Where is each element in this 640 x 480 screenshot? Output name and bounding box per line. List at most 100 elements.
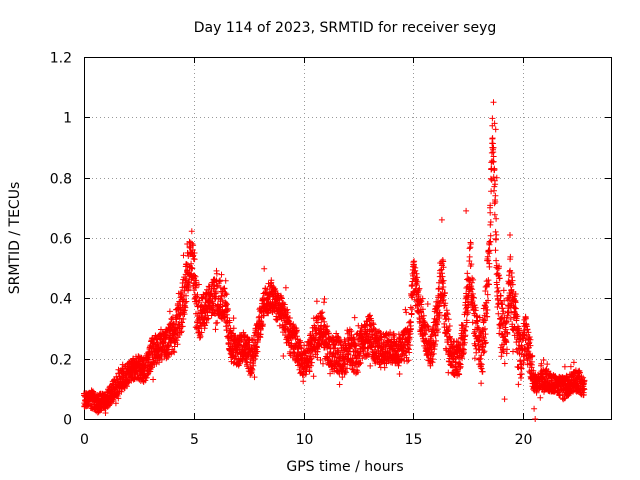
data-point [459, 355, 466, 362]
data-point [507, 253, 514, 260]
data-point [130, 376, 137, 383]
data-point [430, 350, 437, 357]
data-point [490, 158, 497, 165]
data-point [441, 289, 448, 296]
data-point [475, 346, 482, 353]
data-point [487, 238, 494, 245]
data-point [487, 209, 494, 216]
data-point [492, 181, 499, 188]
data-point [486, 281, 492, 288]
axis-ticks: 0 5 10 15 20 0 0.2 0.4 0.6 0.8 1 1.2 [50, 51, 611, 448]
data-point [178, 328, 185, 335]
data-point [287, 348, 294, 355]
data-point [512, 299, 519, 306]
data-point [350, 334, 357, 341]
data-point [500, 287, 507, 294]
y-tick-label: 0.4 [50, 292, 72, 308]
data-point [478, 365, 485, 372]
data-point [492, 198, 499, 205]
data-point [429, 356, 436, 363]
data-point [522, 337, 529, 344]
data-point [118, 388, 125, 395]
data-point [480, 349, 487, 356]
data-point [213, 270, 220, 277]
data-point [230, 315, 237, 322]
data-point [408, 311, 415, 318]
data-point [478, 380, 485, 387]
data-point [466, 253, 473, 260]
data-point [570, 359, 577, 366]
data-point [324, 323, 331, 330]
data-point [529, 352, 536, 359]
data-point [518, 365, 525, 372]
x-axis-label: GPS time / hours [286, 459, 403, 475]
data-point [577, 369, 583, 376]
data-point [469, 319, 476, 326]
data-point [504, 295, 511, 302]
data-point [249, 366, 256, 373]
data-point [223, 300, 229, 307]
x-tick-label: 0 [80, 432, 89, 448]
data-point [527, 369, 533, 376]
data-point [532, 416, 539, 422]
data-point [514, 313, 521, 320]
data-point [339, 374, 346, 381]
data-point [254, 348, 261, 355]
data-point [501, 360, 508, 367]
data-point [224, 301, 230, 308]
data-point [436, 285, 443, 292]
data-point [314, 319, 321, 326]
data-point [479, 368, 486, 375]
data-point [300, 378, 307, 385]
data-point [490, 99, 497, 106]
data-point [410, 259, 417, 266]
data-point [223, 291, 230, 298]
data-point [334, 347, 341, 354]
data-point [412, 264, 419, 271]
data-point [500, 308, 507, 315]
data-point [480, 326, 487, 333]
data-point [406, 349, 413, 356]
data-point [281, 301, 288, 308]
y-tick-label: 1 [63, 111, 72, 127]
data-point [351, 314, 358, 321]
data-point [221, 285, 228, 292]
data-point [148, 364, 155, 371]
data-point [430, 326, 437, 333]
data-point [182, 304, 189, 311]
data-point [487, 232, 494, 239]
data-point [230, 360, 237, 367]
data-point [499, 301, 506, 308]
data-point [189, 240, 196, 247]
data-point [440, 264, 447, 271]
data-point [491, 211, 498, 218]
data-point [344, 365, 351, 372]
data-point [445, 326, 452, 333]
data-point [469, 290, 476, 297]
x-tick-label: 5 [190, 432, 199, 448]
y-tick-label: 0.8 [50, 172, 72, 188]
data-point [314, 354, 321, 361]
data-point [222, 290, 229, 297]
data-point [181, 307, 188, 314]
data-point [195, 281, 202, 288]
data-point [406, 334, 413, 341]
data-point [491, 120, 498, 127]
data-point [387, 329, 394, 336]
data-point [465, 309, 471, 316]
data-point [183, 275, 190, 282]
data-point [518, 375, 524, 381]
data-point [470, 276, 477, 283]
data-point [198, 323, 205, 330]
data-point [456, 371, 463, 378]
data-point [235, 342, 242, 349]
data-point [158, 356, 165, 363]
data-point [261, 265, 268, 272]
data-point [284, 309, 291, 316]
data-point [333, 330, 340, 337]
data-point [445, 316, 452, 323]
data-point [170, 348, 177, 355]
data-point [493, 174, 500, 181]
data-point [293, 327, 300, 334]
